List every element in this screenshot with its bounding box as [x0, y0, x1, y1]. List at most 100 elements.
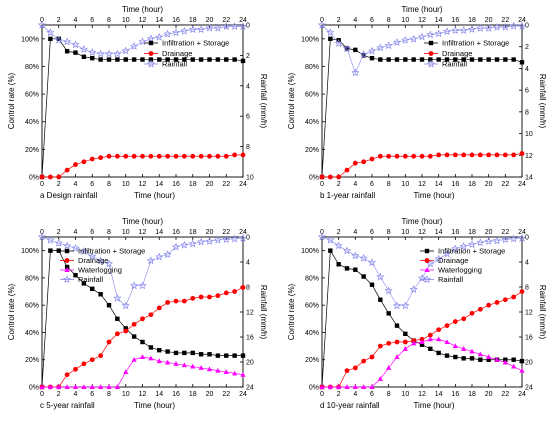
x-tick-label: 20 [485, 391, 493, 398]
y-tick-label: 80% [25, 64, 39, 71]
data-point [113, 49, 122, 58]
data-point [89, 156, 95, 162]
data-point [319, 174, 325, 180]
data-point [64, 264, 70, 270]
data-point [131, 356, 137, 362]
data-point [342, 246, 352, 255]
data-point [240, 152, 246, 158]
data-point [165, 57, 170, 62]
data-point [502, 152, 508, 158]
data-point [90, 286, 95, 292]
data-point [328, 248, 333, 253]
data-point [386, 311, 391, 316]
data-point [79, 45, 88, 53]
x-tick-label: 2 [57, 391, 61, 398]
data-point [47, 384, 53, 389]
legend-marker [64, 267, 70, 272]
x-tick-label: 0 [40, 391, 44, 398]
y-tick-label: 0% [29, 175, 39, 182]
x-tick-label: 2 [337, 181, 341, 188]
legend-label: Infiltration + Storage [442, 39, 509, 48]
data-point [392, 38, 402, 46]
data-point [327, 384, 333, 389]
x-top-tick-label: 16 [172, 229, 180, 236]
data-point [326, 28, 335, 37]
y-tick-label: 60% [25, 92, 39, 99]
data-point [232, 353, 237, 358]
x-tick-label: 10 [401, 181, 409, 188]
x-top-tick-label: 8 [387, 17, 391, 24]
data-point [96, 256, 105, 265]
data-point [451, 26, 460, 34]
data-point [344, 266, 350, 271]
data-point [511, 294, 517, 300]
data-point [344, 46, 350, 51]
data-point [453, 57, 458, 62]
x-tick-label: 0 [320, 181, 324, 188]
data-point [224, 57, 229, 62]
data-point [205, 237, 214, 245]
data-point [206, 366, 213, 372]
y2-tick-label: 24 [525, 385, 533, 392]
x-top-tick-label: 2 [57, 17, 61, 24]
legend-marker [424, 267, 430, 272]
x-top-tick-label: 14 [435, 229, 443, 236]
y2-tick-label: 0 [246, 235, 250, 242]
data-point [436, 336, 442, 342]
x-tick-label: 16 [451, 391, 459, 398]
data-point [190, 350, 195, 356]
data-point [238, 233, 248, 242]
data-point [182, 57, 187, 62]
data-point [511, 363, 517, 369]
x-tick-label: 6 [90, 391, 94, 398]
data-point [428, 346, 433, 352]
data-point [344, 167, 350, 173]
data-point [336, 262, 341, 267]
y-tick-label: 20% [25, 357, 39, 364]
x-top-axis-title: Time (hour) [401, 5, 442, 14]
series-drainage [39, 152, 246, 180]
data-point [148, 355, 154, 361]
legend-label: Infiltration + Storage [162, 39, 229, 48]
x-tick-label: 18 [468, 391, 476, 398]
data-point [81, 384, 87, 389]
data-point [223, 153, 229, 159]
data-point [106, 153, 112, 159]
data-point [89, 357, 95, 363]
data-point [434, 254, 443, 263]
data-point [230, 234, 239, 243]
legend-marker [146, 59, 156, 68]
data-point [146, 256, 155, 265]
data-point [361, 159, 367, 165]
data-point [478, 57, 483, 62]
x-tick-label: 20 [206, 181, 214, 188]
data-point [394, 339, 400, 345]
data-point [353, 267, 358, 272]
y-axis-title: Control rate (%) [7, 283, 16, 340]
y-tick-label: 20% [25, 147, 39, 154]
data-point [181, 298, 187, 304]
data-point [223, 290, 229, 296]
y2-tick-label: 16 [525, 335, 533, 342]
data-point [494, 300, 500, 305]
data-point [402, 153, 408, 159]
data-point [123, 328, 129, 334]
x-top-tick-label: 2 [337, 229, 341, 236]
data-point [328, 36, 333, 42]
data-point [207, 57, 212, 62]
data-point [467, 25, 477, 33]
data-point [411, 57, 416, 62]
y-tick-label: 40% [25, 119, 39, 126]
data-point [386, 57, 391, 62]
x-top-tick-label: 2 [337, 17, 341, 24]
panel-caption: b 1-year rainfall [320, 191, 375, 200]
data-point [427, 336, 433, 342]
data-point [517, 21, 527, 30]
y-tick-label: 80% [305, 64, 319, 71]
x-bottom-axis-title: Time (hour) [413, 401, 454, 410]
data-point [511, 357, 516, 362]
x-tick-label: 18 [189, 391, 197, 398]
data-point [344, 368, 350, 374]
y-tick-label: 40% [25, 330, 39, 337]
data-point [90, 55, 95, 61]
